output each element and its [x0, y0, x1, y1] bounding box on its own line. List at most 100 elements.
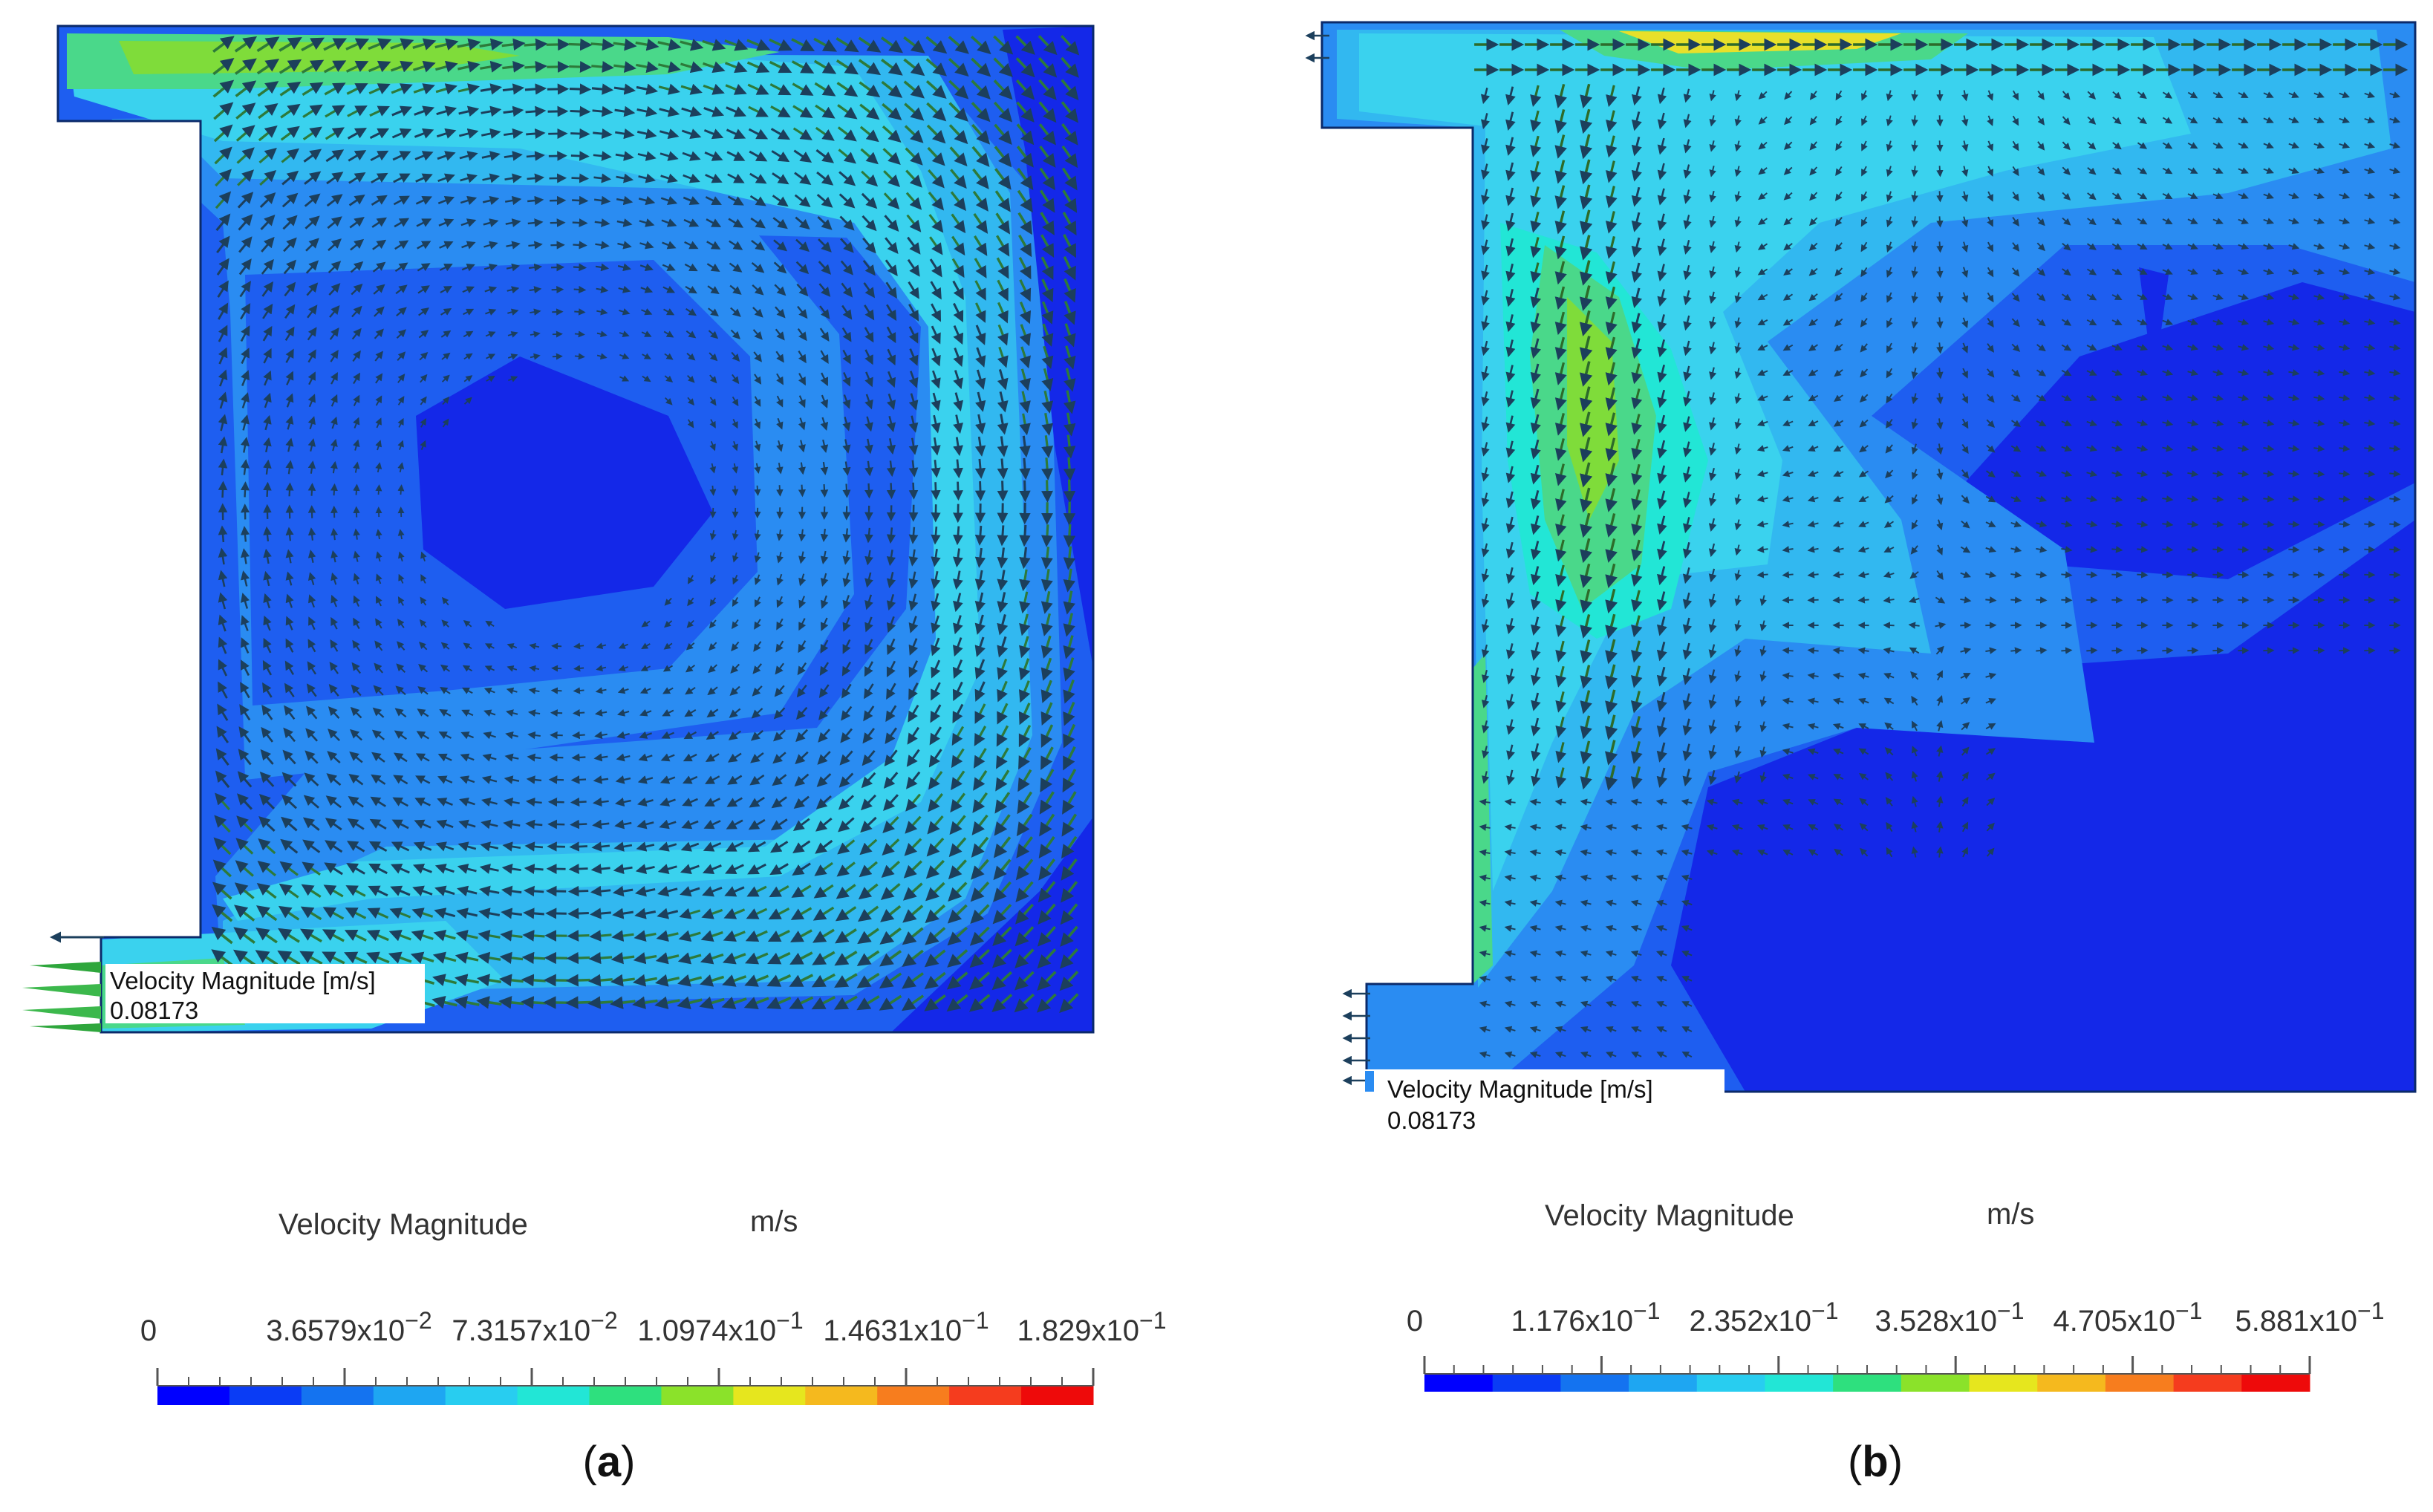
velocity-arrow [794, 194, 811, 208]
velocity-arrow [437, 195, 455, 205]
velocity-arrow [993, 35, 1014, 55]
velocity-arrow [818, 238, 832, 252]
velocity-arrow [908, 527, 919, 544]
velocity-arrow [797, 305, 808, 319]
velocity-arrow [1015, 57, 1035, 78]
velocity-arrow [729, 284, 742, 295]
velocity-arrow [2137, 571, 2149, 579]
colorbar-segment [157, 1386, 230, 1405]
velocity-arrow [345, 38, 370, 50]
velocity-arrow [305, 238, 319, 252]
velocity-arrow [659, 105, 680, 117]
velocity-arrow [971, 79, 991, 100]
velocity-arrow [323, 60, 347, 74]
velocity-arrow [460, 195, 478, 206]
velocity-arrow [347, 128, 368, 140]
colorbar-segment [877, 1386, 950, 1405]
velocity-arrow [613, 83, 636, 95]
velocity-arrow [594, 218, 610, 227]
velocity-arrow [395, 284, 408, 295]
velocity-arrow [480, 83, 503, 95]
velocity-arrow [1061, 123, 1078, 146]
velocity-arrow [685, 285, 697, 294]
velocity-arrow [573, 241, 587, 250]
velocity-arrow [593, 151, 612, 161]
colorbar-segment [1424, 1374, 1494, 1392]
velocity-arrow [390, 60, 414, 73]
velocity-arrow [684, 241, 699, 250]
velocity-arrow [974, 480, 986, 501]
velocity-arrow [1016, 146, 1034, 168]
velocity-arrow [615, 151, 634, 161]
colorbar-segment [949, 1386, 1022, 1405]
velocity-arrow [1807, 647, 1819, 654]
velocity-arrow [729, 240, 743, 250]
velocity-arrow [815, 104, 836, 119]
velocity-arrow [841, 304, 853, 320]
velocity-arrow [418, 307, 429, 316]
velocity-arrow [462, 286, 475, 294]
velocity-arrow [615, 128, 635, 140]
velocity-contour-a [58, 26, 1093, 1032]
velocity-arrow [2086, 571, 2098, 579]
velocity-arrow [482, 195, 500, 206]
velocity-arrow [813, 37, 838, 52]
velocity-arrow [521, 974, 546, 987]
velocity-arrow [813, 59, 837, 74]
velocity-arrow [524, 83, 547, 95]
velocity-arrow [213, 124, 233, 143]
velocity-arrow [368, 83, 391, 95]
velocity-arrow [302, 104, 323, 119]
velocity-arrow [1063, 479, 1076, 504]
velocity-arrow [551, 665, 562, 672]
velocity-arrow [371, 217, 388, 228]
velocity-arrow [658, 83, 680, 95]
velocity-arrow [709, 507, 717, 518]
velocity-arrow [950, 169, 967, 189]
velocity-arrow [791, 60, 815, 74]
velocity-arrow [304, 215, 320, 229]
velocity-arrow [636, 61, 659, 74]
velocity-arrow [730, 307, 741, 317]
velocity-arrow [862, 237, 876, 254]
velocity-arrow [527, 195, 544, 206]
velocity-arrow [2111, 571, 2123, 579]
velocity-arrow [950, 191, 966, 212]
legend-ticks-a: 0 3.6579x10−2 7.3157x10−2 1.0974x10−1 1.4631… [140, 1307, 1167, 1386]
velocity-arrow [588, 951, 613, 965]
velocity-arrow [279, 81, 302, 97]
velocity-arrow [2061, 596, 2073, 604]
velocity-arrow [413, 83, 435, 95]
velocity-arrow [463, 308, 475, 316]
velocity-arrow [303, 149, 322, 163]
velocity-arrow [928, 192, 945, 211]
velocity-arrow [485, 308, 497, 316]
velocity-arrow [281, 192, 299, 208]
outlet-arrows-b [1305, 30, 1370, 1086]
velocity-arrow [417, 263, 431, 272]
velocity-arrow [703, 106, 725, 117]
velocity-arrow [527, 218, 544, 227]
velocity-arrow [659, 128, 680, 140]
legend-title-a: Velocity Magnitude [279, 1208, 528, 1241]
velocity-arrow [953, 302, 964, 323]
legend-tick-label: 7.3157x10−2 [452, 1307, 617, 1347]
velocity-arrow [283, 237, 297, 252]
velocity-arrow [484, 286, 498, 294]
velocity-arrow [238, 258, 252, 276]
velocity-arrow [791, 38, 815, 51]
velocity-arrow [458, 105, 480, 117]
velocity-arrow [240, 325, 250, 342]
velocity-arrow [2339, 495, 2351, 503]
velocity-arrow [1936, 90, 1944, 102]
velocity-arrow [1061, 56, 1079, 78]
colorbar-segment [805, 1386, 878, 1405]
velocity-arrow [504, 151, 523, 161]
velocity-arrow [236, 147, 255, 164]
velocity-arrow [238, 214, 253, 231]
velocity-arrow [705, 173, 723, 183]
colorbar-segment [229, 1386, 302, 1405]
velocity-arrow [772, 217, 788, 229]
velocity-arrow [880, 36, 903, 53]
velocity-arrow [483, 263, 498, 272]
